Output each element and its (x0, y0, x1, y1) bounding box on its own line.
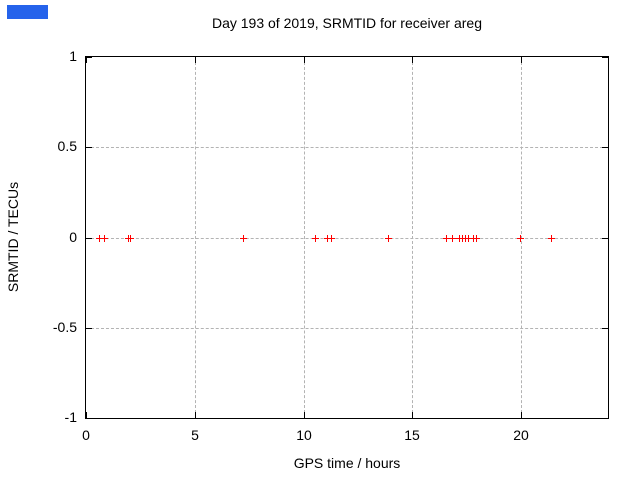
y-tick-mark (86, 57, 92, 58)
data-point (548, 235, 555, 242)
x-tick-mark-top (521, 57, 522, 63)
data-point (96, 235, 103, 242)
y-tick-mark (86, 418, 92, 419)
y-tick-mark (86, 147, 92, 148)
y-tick-mark-right (602, 57, 608, 58)
data-point (328, 235, 335, 242)
y-tick-mark-right (602, 238, 608, 239)
x-tick-mark (521, 412, 522, 418)
x-gridline (521, 57, 522, 418)
y-tick-label: 0 (69, 229, 77, 245)
x-tick-label: 15 (404, 427, 420, 443)
y-tick-mark-right (602, 147, 608, 148)
x-tick-mark (86, 412, 87, 418)
y-tick-mark-right (602, 418, 608, 419)
y-gridline (86, 328, 608, 329)
x-tick-label: 10 (296, 427, 312, 443)
data-point (443, 235, 450, 242)
data-point (312, 235, 319, 242)
y-tick-mark-right (602, 328, 608, 329)
y-tick-label: -1 (64, 409, 77, 425)
data-point (465, 235, 472, 242)
x-tick-mark-top (86, 57, 87, 63)
x-axis-label: GPS time / hours (293, 455, 401, 471)
data-point (127, 235, 134, 242)
y-gridline (86, 238, 608, 239)
y-gridline (86, 147, 608, 148)
data-point (473, 235, 480, 242)
x-tick-label: 20 (513, 427, 529, 443)
x-tick-mark-top (412, 57, 413, 63)
data-point (385, 235, 392, 242)
x-tick-label: 5 (191, 427, 199, 443)
data-point (240, 235, 247, 242)
x-gridline (412, 57, 413, 418)
data-point (449, 235, 456, 242)
x-gridline (195, 57, 196, 418)
data-point (324, 235, 331, 242)
chart-title: Day 193 of 2019, SRMTID for receiver are… (211, 15, 482, 31)
y-tick-mark (86, 238, 92, 239)
data-point (101, 235, 108, 242)
corner-marker (7, 5, 48, 19)
y-tick-label: 0.5 (57, 138, 77, 154)
x-tick-mark-top (304, 57, 305, 63)
x-gridline (304, 57, 305, 418)
y-tick-label: -0.5 (52, 319, 77, 335)
data-point (517, 235, 524, 242)
plot-area (85, 56, 609, 419)
y-tick-mark (86, 328, 92, 329)
x-tick-mark (304, 412, 305, 418)
x-tick-mark (412, 412, 413, 418)
x-tick-mark (195, 412, 196, 418)
y-tick-label: 1 (69, 48, 77, 64)
x-tick-label: 0 (82, 427, 90, 443)
x-tick-mark-top (195, 57, 196, 63)
